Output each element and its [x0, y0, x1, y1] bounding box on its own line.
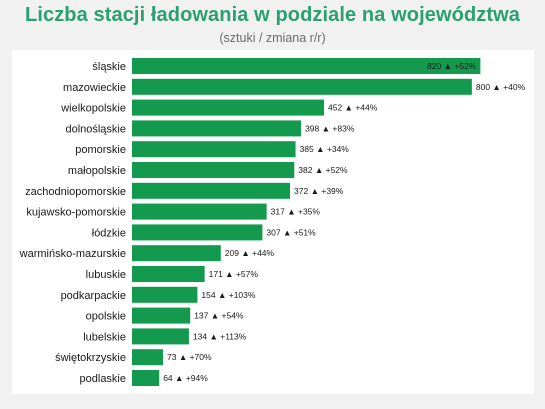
bar — [132, 99, 325, 116]
bar — [132, 349, 164, 366]
bar — [132, 58, 481, 74]
chart-title: Liczba stacji ładowania w podziale na wo… — [25, 4, 520, 26]
data-label: 398 ▲ +83% — [305, 123, 355, 133]
bar — [132, 266, 205, 282]
category-label: podlaskie — [80, 373, 126, 385]
category-label: lubuskie — [86, 269, 126, 281]
bar — [132, 162, 295, 178]
data-label: 209 ▲ +44% — [225, 248, 275, 258]
bar — [132, 307, 191, 324]
category-label: śląskie — [92, 61, 126, 73]
chart-panel: śląskie 820 ▲ +52% mazowieckie 800 ▲ +40% wi… — [12, 50, 534, 394]
category-label: dolnośląskie — [65, 123, 126, 135]
bar — [132, 120, 302, 137]
category-label: małopolskie — [68, 165, 126, 177]
data-label: 800 ▲ +40% — [476, 82, 526, 92]
category-label: mazowieckie — [63, 82, 126, 94]
data-label: 820 ▲ +52% — [427, 61, 477, 71]
bar — [132, 286, 198, 303]
bar — [132, 224, 263, 241]
category-label: opolskie — [86, 311, 126, 323]
data-label: 64 ▲ +94% — [163, 373, 208, 383]
category-label: zachodniopomorskie — [25, 186, 126, 198]
category-label: warmińsko-mazurskie — [19, 248, 126, 260]
category-label: świętokrzyskie — [55, 352, 126, 364]
data-label: 137 ▲ +54% — [194, 311, 244, 321]
category-label: pomorskie — [75, 144, 126, 156]
category-label: kujawsko-pomorskie — [26, 207, 126, 219]
category-label: łódzkie — [92, 227, 126, 239]
bar — [132, 141, 296, 158]
bar — [132, 245, 221, 262]
data-label: 134 ▲ +113% — [193, 331, 247, 341]
bar — [132, 182, 291, 199]
bar — [132, 370, 160, 386]
data-label: 73 ▲ +70% — [167, 352, 212, 362]
data-label: 317 ▲ +35% — [271, 207, 321, 217]
category-label: wielkopolskie — [60, 103, 126, 115]
data-label: 154 ▲ +103% — [201, 290, 255, 300]
bar — [132, 78, 472, 95]
category-label: lubelskie — [83, 331, 126, 343]
bar — [132, 328, 189, 345]
chart-subtitle: (sztuki / zmiana r/r) — [219, 31, 326, 45]
data-label: 372 ▲ +39% — [294, 186, 344, 196]
data-label: 307 ▲ +51% — [266, 227, 316, 237]
data-label: 385 ▲ +34% — [300, 144, 350, 154]
category-label: podkarpackie — [61, 290, 126, 302]
data-label: 171 ▲ +57% — [209, 269, 259, 279]
data-label: 382 ▲ +52% — [298, 165, 348, 175]
data-label: 452 ▲ +44% — [328, 103, 378, 113]
bar — [132, 203, 267, 220]
bar-chart: śląskie 820 ▲ +52% mazowieckie 800 ▲ +40% wi… — [19, 58, 526, 386]
